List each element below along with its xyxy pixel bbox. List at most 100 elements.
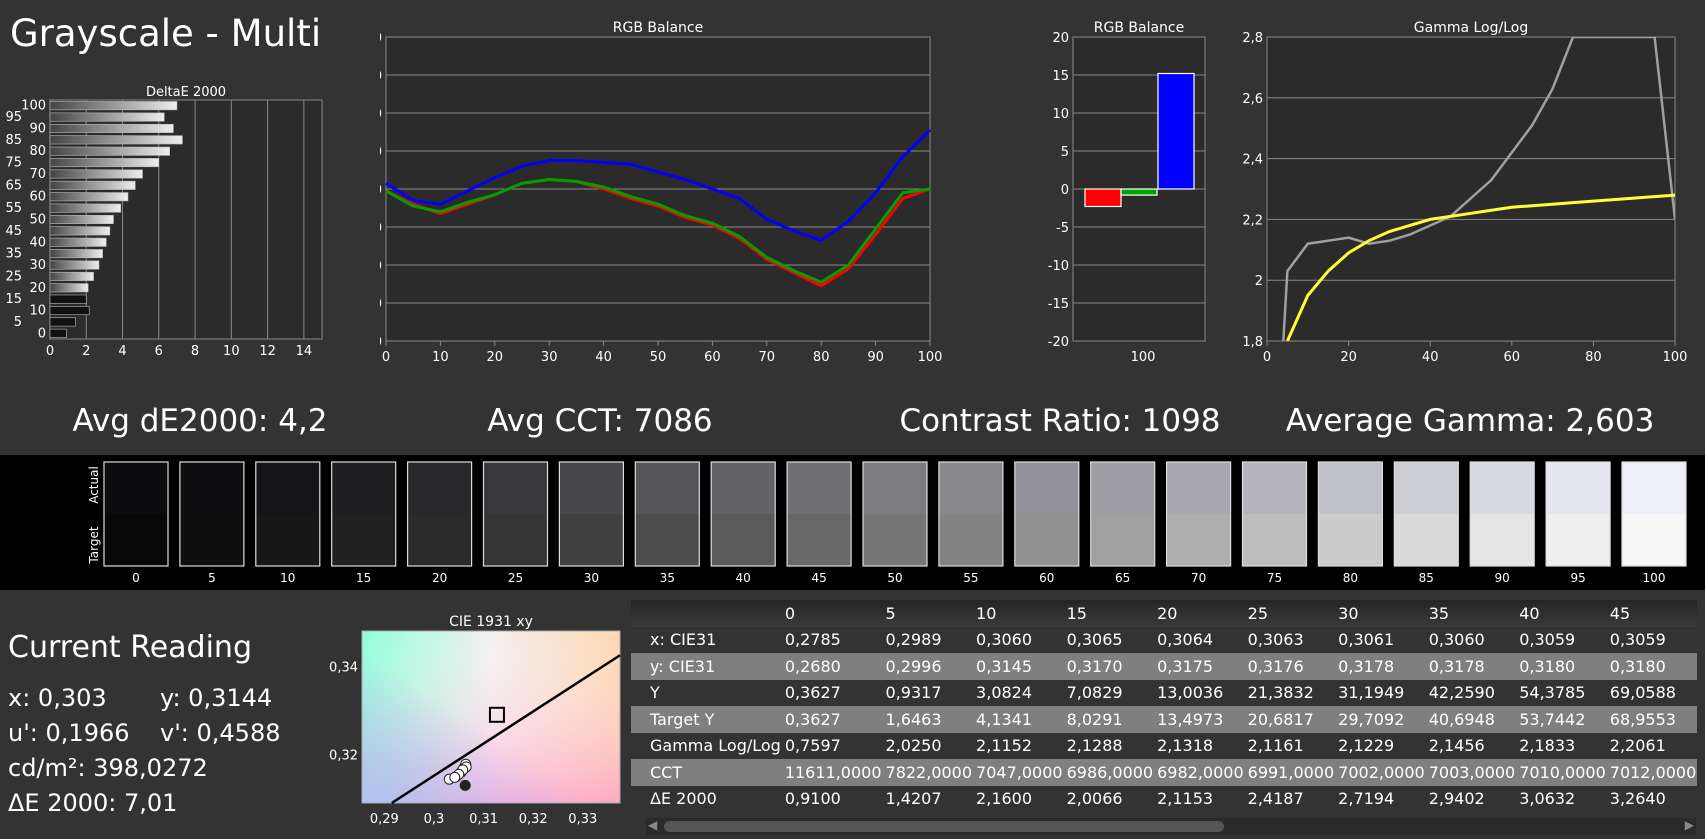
swatch-label: 100	[1643, 571, 1666, 585]
deltae-bar	[49, 226, 111, 236]
swatch-border	[710, 461, 776, 567]
swatch-actual	[938, 462, 1003, 514]
table-cell: 11611,0000	[784, 762, 882, 782]
table-cell: 7012,0000	[1609, 762, 1697, 782]
rgb-bar-green	[1120, 188, 1158, 196]
deltae-title: DeltaE 2000	[146, 85, 226, 100]
rgb-line-xtick: 90	[867, 350, 884, 365]
table-cell: 7002,0000	[1338, 762, 1425, 782]
table-cell: 0,3145	[976, 656, 1033, 676]
cie-chart: CIE 1931 xy 0,29 0,3 0,31 0,32 0,33 0,34 0,32	[329, 614, 621, 827]
table-scrollbar[interactable]: ◀ ▶	[646, 818, 1696, 835]
rgb-bar-blue	[1157, 72, 1195, 190]
swatch-actual	[331, 462, 396, 514]
scrollbar-thumb[interactable]	[664, 821, 1224, 832]
swatch-border	[1014, 461, 1080, 567]
table-cell: 0,3627	[784, 709, 841, 729]
table-cell: 2,1153	[1157, 789, 1214, 809]
swatch-label: 90	[1495, 571, 1510, 585]
deltae-ytick: 15	[5, 292, 22, 307]
scroll-right-icon[interactable]: ▶	[1684, 818, 1694, 832]
table-header-cell: 40	[1519, 603, 1540, 623]
deltae-ytick: 60	[29, 190, 46, 205]
deltae-ytick: 45	[5, 224, 22, 239]
swatch-actual	[787, 462, 852, 514]
table-row: y: CIE31 0,2680 0,2996 0,3145 0,3170 0,3175 0,…	[631, 653, 1697, 680]
deltae-xtick: 8	[191, 344, 199, 359]
swatch-actual	[1242, 462, 1307, 514]
swatch-target	[331, 514, 396, 566]
table-cell: 0,2680	[784, 656, 841, 676]
table-cell: 83,6400	[1696, 680, 1697, 707]
table-header-cell: 5	[885, 603, 896, 623]
deltae-xtick: 14	[296, 344, 313, 359]
rgb-line-xtick: 50	[650, 350, 667, 365]
table-cell: 7822,0000	[885, 762, 973, 782]
table-cell: 2,1833	[1519, 736, 1576, 756]
contrast-stat: Contrast Ratio: 1098	[899, 403, 1221, 439]
deltae-bar	[49, 306, 90, 316]
cie-border	[361, 630, 621, 804]
scroll-left-icon[interactable]: ◀	[648, 818, 658, 832]
table-cell: 21,3832	[1247, 683, 1314, 703]
deltae-ytick: 55	[5, 201, 22, 216]
table-row-label: ΔE 2000	[650, 789, 717, 809]
gamma-xtick: 40	[1422, 350, 1439, 365]
table-cell: 1,4207	[885, 789, 942, 809]
gamma-xtick: 0	[1263, 350, 1271, 365]
rgb-balance-bar-chart: RGB Balance 20 15 10 5 0 -5 -10 -15 -20 100	[1048, 20, 1206, 365]
deltae-bar	[49, 237, 107, 247]
swatch-border	[634, 461, 700, 567]
table-row-label: y: CIE31	[650, 656, 716, 676]
table-cell: 42,2590	[1428, 683, 1495, 703]
gamma-title: Gamma Log/Log	[1414, 20, 1528, 36]
swatch-target	[1394, 514, 1459, 566]
gamma-ytick: 2,8	[1242, 31, 1263, 46]
avg-cct-stat: Avg CCT: 7086	[487, 403, 713, 439]
swatch-target	[104, 514, 168, 566]
swatch-label: 40	[736, 571, 751, 585]
gamma-ytick: 2	[1255, 274, 1263, 289]
table-header-cell: 20	[1157, 603, 1178, 623]
swatch-border	[103, 461, 169, 567]
table-cell: 2,2650	[1696, 733, 1697, 760]
swatch-border	[407, 461, 473, 567]
table-cell: 7047,0000	[976, 762, 1063, 782]
table-cell: 0,3627	[784, 683, 841, 703]
table-cell: 68,9553	[1609, 709, 1676, 729]
table-cell: 0,3059	[1609, 630, 1666, 650]
deltae-bar	[49, 112, 165, 122]
table-cell: 2,7194	[1338, 789, 1395, 809]
table-cell: 20,6817	[1247, 709, 1314, 729]
deltae-ytick: 100	[21, 99, 46, 114]
swatch-target	[711, 514, 776, 566]
deltae-ytick: 40	[29, 235, 46, 250]
swatch-actual	[1622, 462, 1686, 514]
table-header-cell: 50	[1696, 600, 1697, 627]
swatch-label: 70	[1191, 571, 1206, 585]
deltae-ytick: 20	[29, 281, 46, 296]
cie-xtick: 0,33	[568, 812, 597, 827]
swatch-label: 55	[963, 571, 978, 585]
table-cell: 0,3181	[1696, 653, 1697, 680]
target-label: Target	[87, 526, 101, 564]
rgb-line-xtick: 100	[918, 350, 943, 365]
reading-v: v': 0,4588	[160, 719, 281, 747]
rgb-bar-ytick: -5	[1056, 221, 1069, 236]
deltae-bar	[49, 283, 89, 293]
deltae-ytick: 90	[29, 121, 46, 136]
table-cell: 86,4200	[1696, 706, 1697, 733]
deltae-bar	[49, 123, 174, 133]
table-cell: 0,3059	[1519, 630, 1576, 650]
swatch-border	[482, 461, 549, 567]
table-header-cell: 30	[1338, 603, 1359, 623]
rgb-line-xtick: 10	[432, 350, 449, 365]
rgb-line-xtick: 40	[595, 350, 612, 365]
table-cell: 3,0632	[1519, 789, 1576, 809]
cie-target-square	[488, 706, 505, 723]
cie-xtick: 0,3	[424, 812, 445, 827]
table-cell: 0,3059	[1696, 627, 1697, 654]
rgb-line-ytick: -20	[380, 259, 382, 274]
table-cell: 0,2785	[784, 630, 841, 650]
rgb-bar-ytick: -10	[1048, 259, 1069, 274]
